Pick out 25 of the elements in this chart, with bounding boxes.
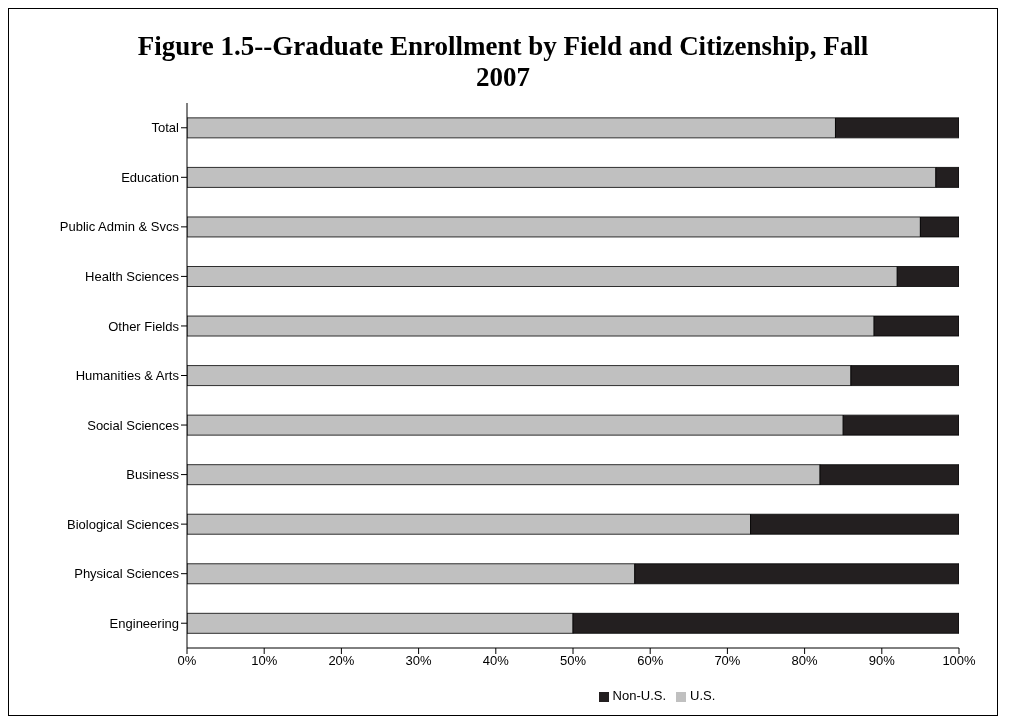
- x-tick-label: 70%: [714, 653, 741, 669]
- legend-label: U.S.: [690, 688, 716, 703]
- x-tick-label: 60%: [637, 653, 664, 669]
- x-tick-label: 30%: [405, 653, 433, 669]
- y-tick-label: Social Sciences: [87, 417, 180, 433]
- chart-title: Figure 1.5--Graduate Enrollment by Field and Citizenship, Fall 2007: [136, 30, 870, 93]
- y-tick-label: Biological Sciences: [66, 516, 180, 532]
- y-tick-label: Education: [121, 169, 179, 185]
- x-tick-label: 100%: [942, 653, 977, 669]
- legend-label: Non-U.S.: [612, 688, 667, 703]
- y-tick-label: Humanities & Arts: [75, 368, 180, 384]
- y-tick-label: Engineering: [109, 615, 179, 631]
- x-tick-label: 50%: [559, 653, 587, 669]
- y-tick-label: Public Admin & Svcs: [59, 219, 180, 235]
- y-tick-label: Other Fields: [108, 318, 180, 334]
- x-tick-label: 40%: [482, 653, 510, 669]
- x-tick-label: 0%: [177, 653, 197, 669]
- x-tick-label: 90%: [868, 653, 896, 669]
- y-tick-label: Physical Sciences: [74, 566, 180, 582]
- x-tick-label: 20%: [328, 653, 355, 669]
- x-tick-label: 10%: [251, 653, 278, 669]
- y-tick-label: Health Sciences: [85, 269, 180, 285]
- x-tick-label: 80%: [791, 653, 819, 669]
- y-tick-label: Total: [151, 120, 180, 136]
- y-tick-label: Business: [126, 467, 180, 483]
